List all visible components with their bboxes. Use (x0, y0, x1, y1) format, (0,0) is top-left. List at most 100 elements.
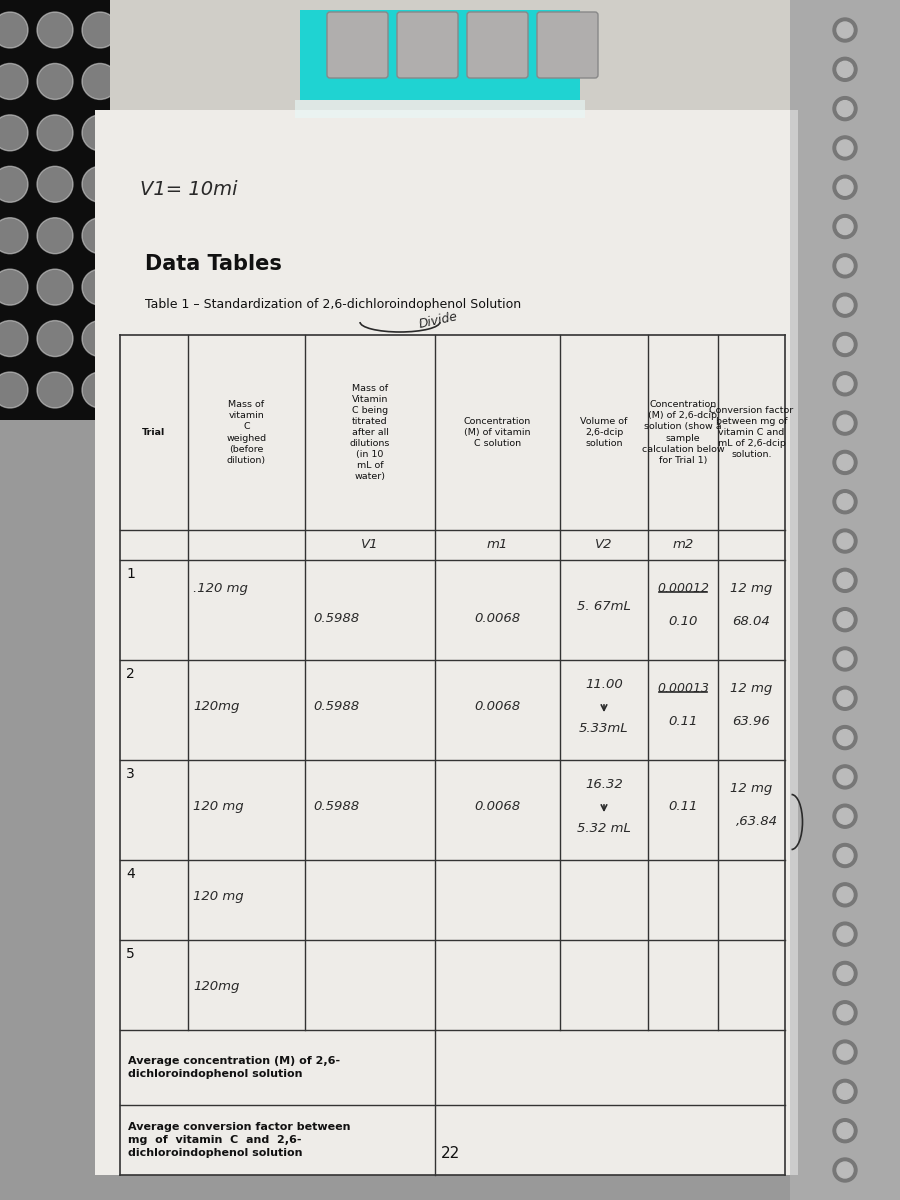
Circle shape (833, 804, 857, 828)
Circle shape (82, 115, 118, 151)
Circle shape (833, 844, 857, 868)
Circle shape (837, 847, 853, 864)
Circle shape (837, 730, 853, 745)
Bar (110, 0, 790, 130)
Text: 0.11: 0.11 (669, 800, 698, 814)
Circle shape (833, 18, 857, 42)
Circle shape (82, 12, 118, 48)
Circle shape (0, 12, 28, 48)
Circle shape (833, 490, 857, 514)
Circle shape (837, 336, 853, 353)
Circle shape (37, 269, 73, 305)
Text: 120 mg: 120 mg (193, 890, 244, 902)
Circle shape (833, 97, 857, 121)
Circle shape (82, 269, 118, 305)
Circle shape (82, 320, 118, 356)
Text: V2: V2 (595, 539, 613, 552)
Circle shape (833, 726, 857, 750)
Text: Data Tables: Data Tables (145, 254, 282, 274)
Circle shape (833, 1040, 857, 1064)
Circle shape (837, 376, 853, 391)
Circle shape (837, 809, 853, 824)
Circle shape (837, 1044, 853, 1060)
Circle shape (833, 332, 857, 356)
Circle shape (833, 922, 857, 946)
Text: 120 mg: 120 mg (193, 800, 244, 814)
Text: 0.0068: 0.0068 (474, 700, 520, 713)
Text: Conversion factor
between mg of
vitamin C and
mL of 2,6-dcip
solution.: Conversion factor between mg of vitamin … (709, 406, 794, 460)
Text: 0.10: 0.10 (669, 614, 698, 628)
Circle shape (37, 167, 73, 203)
Text: 0.0068: 0.0068 (474, 800, 520, 814)
Circle shape (82, 167, 118, 203)
Circle shape (0, 217, 28, 253)
Text: Concentration
(M) of 2,6-dcip
solution (show a
sample
calculation below
for Tria: Concentration (M) of 2,6-dcip solution (… (642, 401, 724, 464)
Circle shape (833, 686, 857, 710)
Circle shape (837, 690, 853, 707)
Circle shape (833, 1001, 857, 1025)
Circle shape (82, 372, 118, 408)
Text: Divide: Divide (418, 310, 460, 331)
Circle shape (833, 412, 857, 436)
Circle shape (837, 926, 853, 942)
Circle shape (837, 22, 853, 38)
FancyBboxPatch shape (327, 12, 388, 78)
Circle shape (837, 572, 853, 588)
Text: Average concentration (M) of 2,6-
dichloroindophenol solution: Average concentration (M) of 2,6- dichlo… (128, 1056, 340, 1079)
Text: V1= 10mi: V1= 10mi (140, 180, 238, 199)
Circle shape (833, 764, 857, 788)
Circle shape (837, 218, 853, 234)
Circle shape (837, 61, 853, 77)
Circle shape (833, 136, 857, 160)
Circle shape (837, 1004, 853, 1021)
Circle shape (0, 372, 28, 408)
Circle shape (837, 455, 853, 470)
FancyBboxPatch shape (397, 12, 458, 78)
Circle shape (37, 372, 73, 408)
Text: Concentration
(M) of vitamin
C solution: Concentration (M) of vitamin C solution (464, 416, 531, 448)
Text: 120mg: 120mg (193, 700, 239, 713)
Text: 1: 1 (126, 566, 135, 581)
Circle shape (37, 64, 73, 100)
Bar (790, 110, 798, 1175)
Circle shape (837, 140, 853, 156)
Text: 12 mg: 12 mg (731, 782, 772, 794)
FancyBboxPatch shape (467, 12, 528, 78)
Circle shape (833, 58, 857, 82)
Circle shape (0, 64, 28, 100)
Circle shape (837, 887, 853, 902)
Circle shape (837, 493, 853, 510)
Circle shape (833, 1158, 857, 1182)
Circle shape (0, 115, 28, 151)
Bar (295, 100, 585, 118)
Circle shape (833, 1118, 857, 1142)
Circle shape (833, 1079, 857, 1103)
Circle shape (82, 64, 118, 100)
Circle shape (833, 254, 857, 278)
Text: 4: 4 (126, 866, 135, 881)
Circle shape (37, 320, 73, 356)
Circle shape (837, 1162, 853, 1178)
Text: 68.04: 68.04 (733, 614, 770, 628)
Circle shape (837, 415, 853, 431)
Circle shape (837, 258, 853, 274)
Circle shape (837, 612, 853, 628)
Text: 0.5988: 0.5988 (313, 612, 359, 625)
Text: 0.00013: 0.00013 (657, 682, 709, 695)
Text: V1: V1 (361, 539, 379, 552)
Circle shape (833, 607, 857, 631)
Text: .120 mg: .120 mg (193, 582, 248, 595)
Circle shape (837, 298, 853, 313)
Text: m2: m2 (672, 539, 694, 552)
Text: Mass of
Vitamin
C being
titrated
after all
dilutions
(in 10
mL of
water): Mass of Vitamin C being titrated after a… (350, 384, 391, 481)
Circle shape (37, 115, 73, 151)
Circle shape (837, 966, 853, 982)
Text: 12 mg: 12 mg (731, 682, 772, 695)
Text: 5.32 mL: 5.32 mL (577, 822, 631, 835)
Circle shape (833, 961, 857, 985)
Bar (790, 0, 900, 1200)
Circle shape (837, 769, 853, 785)
Circle shape (833, 215, 857, 239)
Text: m1: m1 (487, 539, 508, 552)
Text: 11.00: 11.00 (585, 678, 623, 691)
